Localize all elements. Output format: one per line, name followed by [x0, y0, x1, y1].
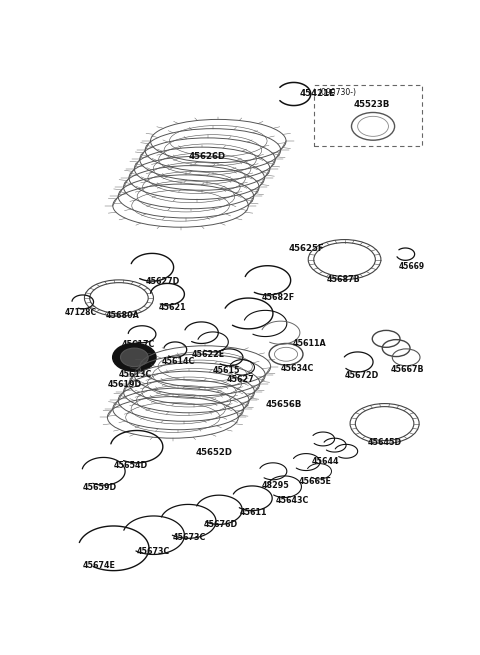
Text: 45627D: 45627D [146, 277, 180, 286]
Ellipse shape [120, 348, 148, 367]
Text: 45665E: 45665E [299, 477, 331, 487]
Text: 45680A: 45680A [106, 311, 140, 320]
Text: 45687B: 45687B [327, 275, 360, 284]
Text: 45614C: 45614C [161, 358, 195, 366]
Text: 45626D: 45626D [188, 152, 226, 160]
Text: 45667B: 45667B [391, 365, 424, 374]
Text: 45659D: 45659D [83, 483, 117, 492]
Text: 45669: 45669 [398, 262, 425, 271]
Text: 45634C: 45634C [281, 364, 314, 373]
Text: 45621: 45621 [159, 303, 187, 312]
Text: 48295: 48295 [262, 481, 289, 489]
Text: 45613C: 45613C [119, 369, 152, 379]
Text: 47128C: 47128C [65, 308, 97, 317]
Ellipse shape [113, 343, 156, 371]
Text: 45625F: 45625F [288, 244, 324, 253]
Text: (090730-): (090730-) [318, 88, 356, 97]
Text: 45676D: 45676D [204, 520, 238, 529]
Text: 45654D: 45654D [114, 460, 148, 470]
Text: 45619D: 45619D [108, 381, 142, 390]
Text: 45523B: 45523B [353, 100, 390, 109]
Text: 45622E: 45622E [192, 350, 225, 359]
Text: 45611: 45611 [240, 508, 267, 517]
Text: 45673C: 45673C [137, 547, 170, 555]
Text: 45421E: 45421E [300, 88, 336, 98]
Text: 45615: 45615 [213, 365, 240, 375]
Text: 45627: 45627 [227, 375, 254, 384]
Text: 45611A: 45611A [292, 339, 326, 348]
Text: 45673C: 45673C [173, 533, 206, 542]
Text: 45652D: 45652D [196, 448, 233, 457]
Text: 45643C: 45643C [275, 496, 309, 505]
Text: 45645D: 45645D [368, 438, 402, 447]
Text: 45682F: 45682F [262, 293, 295, 302]
Text: 45617C: 45617C [121, 341, 155, 349]
Text: 45644: 45644 [312, 457, 339, 466]
Text: 45672D: 45672D [345, 371, 379, 380]
Text: 45656B: 45656B [265, 400, 301, 409]
Text: 45674E: 45674E [83, 561, 116, 571]
